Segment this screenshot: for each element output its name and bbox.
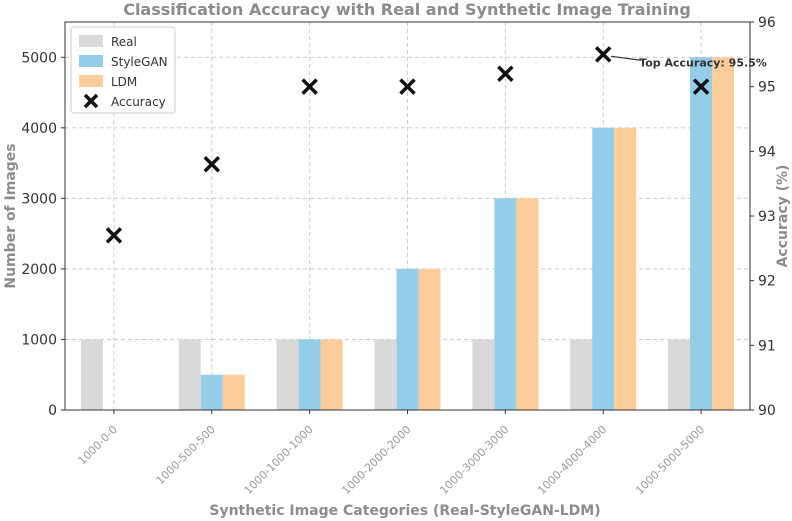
accuracy-point-1	[203, 156, 221, 173]
y2-tick-label: 93	[758, 209, 776, 225]
bar-stylegan-2	[298, 339, 321, 410]
marker-stroke	[105, 227, 123, 244]
bar-real-6	[668, 339, 691, 410]
x-tick-label: 1000-500-500	[154, 423, 218, 487]
y2-tick-label: 90	[758, 403, 776, 419]
bar-stylegan-3	[396, 268, 419, 410]
bar-real-4	[472, 339, 495, 410]
y-tick-label: 4000	[21, 121, 57, 137]
bar-stylegan-5	[592, 127, 615, 411]
chart-title: Classification Accuracy with Real and Sy…	[123, 0, 691, 19]
y-tick-label: 0	[48, 403, 57, 419]
y2-tick-label: 94	[758, 144, 776, 160]
legend: Real StyleGAN LDM Accuracy	[70, 26, 176, 114]
legend-label-accuracy: Accuracy	[111, 95, 166, 109]
accuracy-point-4	[497, 65, 514, 82]
marker-stroke	[301, 78, 318, 95]
legend-swatch-stylegan	[79, 55, 103, 67]
x-tick-label: 1000-2000-2000	[339, 423, 413, 497]
bar-ldm-2	[320, 339, 343, 410]
y-tick-label: 1000	[21, 332, 57, 348]
y2-tick-label: 91	[758, 338, 776, 354]
bar-real-2	[276, 339, 299, 410]
legend-label-ldm: LDM	[111, 75, 137, 89]
marker-stroke	[692, 78, 710, 95]
bar-real-0	[80, 339, 103, 410]
x-axis-ticks: 1000-0-0 1000-500-500 1000-1000-1000 1000-2…	[76, 410, 707, 497]
y-axis-ticks: 0 1000 2000 3000 4000 5000	[21, 50, 65, 419]
annotation-arrow	[611, 55, 642, 61]
y2-tick-label: 96	[758, 15, 776, 31]
annotation-text: Top Accuracy: 95.5%	[639, 56, 767, 69]
annotation: Top Accuracy: 95.5%	[611, 55, 767, 69]
y2-axis-label: Accuracy (%)	[775, 165, 791, 268]
accuracy-point-0	[105, 227, 123, 244]
legend-label-stylegan: StyleGAN	[111, 55, 168, 69]
y-tick-label: 5000	[21, 50, 57, 66]
x-axis-label: Synthetic Image Categories (Real-StyleGA…	[209, 503, 600, 519]
accuracy-point-2	[301, 78, 318, 95]
marker-stroke	[203, 156, 221, 173]
bar-ldm-5	[614, 127, 637, 411]
bar-real-1	[178, 339, 201, 410]
x-tick-label: 1000-5000-5000	[633, 423, 707, 497]
y-axis-label: Number of Images	[3, 143, 19, 288]
legend-marker-accuracy	[83, 93, 99, 109]
bar-ldm-6	[712, 57, 735, 410]
bar-ldm-4	[516, 198, 539, 410]
x-tick-label: 1000-0-0	[76, 423, 121, 468]
bar-ldm-1	[222, 374, 245, 410]
legend-label-real: Real	[111, 35, 137, 49]
legend-swatch-real	[79, 35, 103, 47]
marker-stroke	[594, 46, 612, 63]
y-tick-label: 2000	[21, 262, 57, 278]
marker-stroke	[497, 65, 514, 82]
bar-stylegan-6	[690, 57, 713, 410]
bars	[80, 57, 735, 411]
x-tick-label: 1000-1000-1000	[242, 423, 316, 497]
accuracy-markers	[105, 46, 710, 244]
bar-real-3	[374, 339, 397, 410]
y2-axis-ticks: 90 91 92 93 94 95 96	[750, 15, 776, 419]
bar-ldm-3	[418, 268, 441, 410]
x-tick-label: 1000-3000-3000	[437, 423, 511, 497]
legend-swatch-ldm	[79, 75, 103, 87]
accuracy-point-3	[399, 78, 416, 95]
legend-box	[70, 26, 176, 114]
accuracy-point-6	[692, 78, 710, 95]
bar-real-5	[570, 339, 593, 410]
marker-stroke	[83, 93, 99, 109]
marker-stroke	[399, 78, 416, 95]
x-tick-label: 1000-4000-4000	[535, 423, 609, 497]
bar-stylegan-4	[494, 198, 517, 410]
y2-tick-label: 92	[758, 274, 776, 290]
bar-stylegan-1	[200, 374, 223, 410]
y-tick-label: 3000	[21, 191, 57, 207]
y2-tick-label: 95	[758, 80, 776, 96]
accuracy-point-5	[594, 46, 612, 63]
